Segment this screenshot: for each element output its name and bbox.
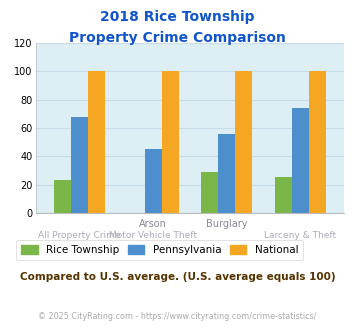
Text: Larceny & Theft: Larceny & Theft — [264, 231, 336, 240]
Bar — [88, 71, 105, 213]
Text: All Property Crime: All Property Crime — [38, 231, 121, 240]
Bar — [71, 116, 88, 213]
Text: Motor Vehicle Theft: Motor Vehicle Theft — [109, 231, 197, 240]
Text: Property Crime Comparison: Property Crime Comparison — [69, 31, 286, 45]
Text: 2018 Rice Township: 2018 Rice Township — [100, 10, 255, 24]
Bar — [235, 71, 252, 213]
Text: Compared to U.S. average. (U.S. average equals 100): Compared to U.S. average. (U.S. average … — [20, 272, 335, 282]
Bar — [218, 134, 235, 213]
Bar — [54, 180, 71, 213]
Bar — [162, 71, 179, 213]
Text: © 2025 CityRating.com - https://www.cityrating.com/crime-statistics/: © 2025 CityRating.com - https://www.city… — [38, 312, 317, 321]
Bar — [145, 149, 162, 213]
Bar — [309, 71, 326, 213]
Bar — [292, 108, 309, 213]
Legend: Rice Township, Pennsylvania, National: Rice Township, Pennsylvania, National — [16, 240, 304, 260]
Text: Burglary: Burglary — [206, 219, 247, 229]
Bar — [201, 172, 218, 213]
Bar — [275, 178, 292, 213]
Text: Arson: Arson — [139, 219, 167, 229]
